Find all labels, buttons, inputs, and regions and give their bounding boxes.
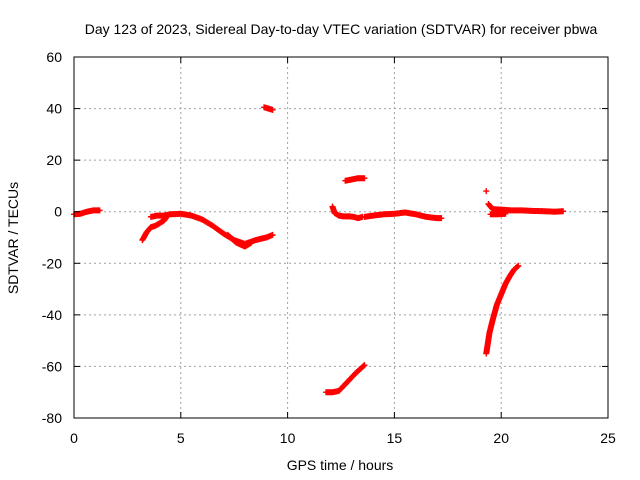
data-series-arc-11 xyxy=(483,188,490,195)
y-tick-label: -20 xyxy=(42,255,62,271)
x-tick-label: 10 xyxy=(280,430,296,446)
y-tick-label: 40 xyxy=(46,101,62,117)
data-point xyxy=(248,239,255,246)
data-point xyxy=(361,175,368,182)
data-point xyxy=(269,231,276,238)
data-series-arc-10 xyxy=(361,209,445,222)
y-tick-label: 60 xyxy=(46,49,62,65)
data-point-interp xyxy=(514,263,521,270)
data-series-arc-1 xyxy=(71,207,103,218)
grid-lines xyxy=(74,57,608,418)
data-series-arc-8 xyxy=(329,203,366,222)
plot-frame xyxy=(73,56,609,419)
x-tick-label: 20 xyxy=(493,430,509,446)
data-series-arc-13 xyxy=(487,210,509,218)
y-tick-label: -60 xyxy=(42,358,62,374)
x-axis-label: GPS time / hours xyxy=(287,457,394,473)
y-tick-label: 0 xyxy=(54,204,62,220)
x-tick-label: 0 xyxy=(70,430,78,446)
data-series-arc-7 xyxy=(323,362,368,396)
x-tick-label: 5 xyxy=(177,430,185,446)
data-point xyxy=(515,262,522,269)
data-point xyxy=(361,362,368,369)
data-series-layer xyxy=(71,104,567,396)
x-tick-label: 15 xyxy=(387,430,403,446)
data-series-arc-14 xyxy=(483,262,522,357)
y-axis-label: SDTVAR / TECUs xyxy=(5,182,21,294)
data-point-interp xyxy=(360,362,367,369)
data-point xyxy=(502,210,509,217)
data-series-arc-3 xyxy=(147,211,174,220)
data-point xyxy=(438,215,445,222)
data-point xyxy=(96,207,103,214)
data-point xyxy=(560,208,567,215)
chart-title: Day 123 of 2023, Sidereal Day-to-day VTE… xyxy=(85,21,598,37)
y-tick-label: -40 xyxy=(42,307,62,323)
axis-ticks xyxy=(73,56,609,419)
data-point xyxy=(269,106,276,113)
data-series-arc-9 xyxy=(342,175,368,184)
data-series-arc-5 xyxy=(224,231,255,250)
y-tick-label: 20 xyxy=(46,152,62,168)
data-series-arc-2 xyxy=(139,215,169,244)
data-series-arc-6 xyxy=(261,104,276,113)
x-tick-label: 25 xyxy=(600,430,616,446)
data-series-arc-4 xyxy=(167,210,276,247)
data-point xyxy=(483,188,490,195)
y-tick-label: -80 xyxy=(42,410,62,426)
tick-labels: 0 5 10 15 20 25 -80 -60 -40 -20 0 20 40 60 xyxy=(42,49,616,446)
